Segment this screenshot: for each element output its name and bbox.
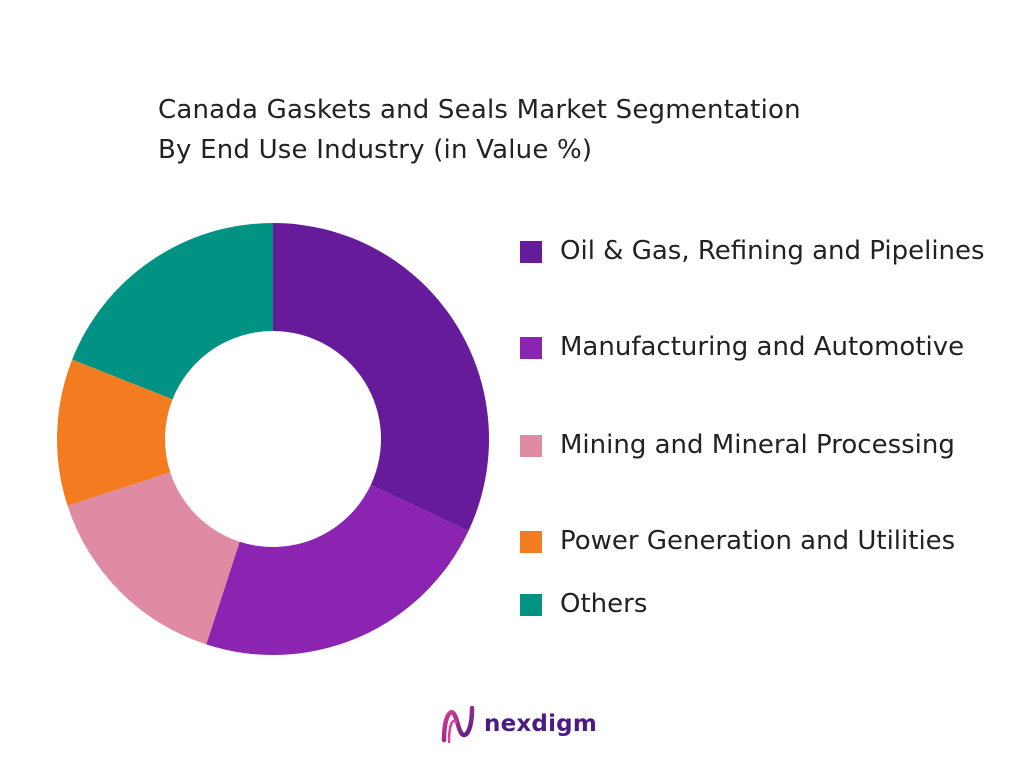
chart-title-line-2: By End Use Industry (in Value %) — [158, 135, 593, 165]
legend-item-others: Others — [520, 585, 1020, 624]
donut-slice-others — [72, 223, 274, 400]
chart-title: Canada Gaskets and Seals Market Segmenta… — [158, 90, 918, 170]
legend-item-mining: Mining and Mineral Processing — [520, 426, 1020, 465]
legend-swatch-power-generation — [520, 531, 542, 553]
legend-swatch-manufacturing — [520, 337, 542, 359]
legend-item-power-generation: Power Generation and Utilities — [520, 522, 1020, 561]
donut-slice-mining — [67, 472, 240, 645]
legend-swatch-oil-gas — [520, 241, 542, 263]
brand-name: nexdigm — [484, 711, 597, 737]
legend-label-power-generation: Power Generation and Utilities — [560, 526, 956, 556]
legend-label-mining: Mining and Mineral Processing — [560, 430, 955, 460]
nexdigm-logo-icon — [441, 705, 475, 744]
donut-slice-oil-gas — [273, 223, 490, 531]
legend-label-manufacturing: Manufacturing and Automotive — [560, 332, 965, 362]
legend-label-oil-gas: Oil & Gas, Refining and Pipelines — [560, 236, 985, 266]
legend-item-oil-gas: Oil & Gas, Refining and Pipelines — [520, 232, 1020, 271]
chart-title-line-1: Canada Gaskets and Seals Market Segmenta… — [158, 95, 801, 125]
legend-label-others: Others — [560, 589, 648, 619]
legend-item-manufacturing: Manufacturing and Automotive — [520, 328, 1020, 367]
brand-logo: nexdigm — [440, 702, 597, 746]
donut-slice-manufacturing — [206, 484, 469, 655]
legend-swatch-others — [520, 594, 542, 616]
legend-swatch-mining — [520, 435, 542, 457]
donut-slice-power-generation — [56, 359, 173, 506]
